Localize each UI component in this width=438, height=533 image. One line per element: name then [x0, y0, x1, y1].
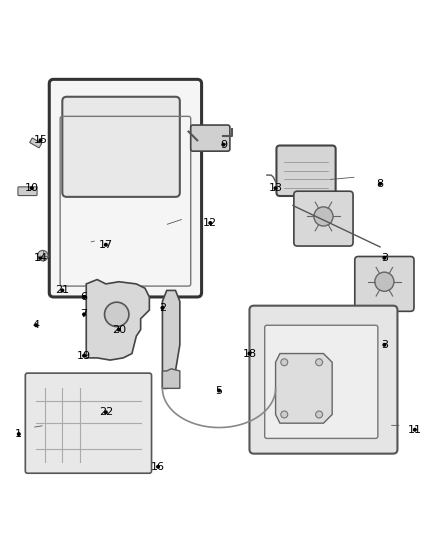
Circle shape	[83, 296, 85, 298]
Circle shape	[375, 272, 394, 292]
Circle shape	[209, 222, 212, 224]
Text: 12: 12	[203, 218, 217, 228]
Text: 3: 3	[381, 253, 388, 263]
Circle shape	[105, 302, 129, 327]
Text: 5: 5	[215, 385, 223, 395]
Text: 17: 17	[99, 240, 113, 250]
Circle shape	[413, 429, 416, 431]
Circle shape	[35, 324, 38, 327]
Polygon shape	[162, 290, 180, 389]
Circle shape	[38, 251, 48, 261]
FancyBboxPatch shape	[18, 187, 37, 196]
Text: 16: 16	[151, 462, 165, 472]
Text: 10: 10	[25, 183, 39, 193]
Circle shape	[222, 143, 225, 146]
Text: 22: 22	[99, 407, 113, 417]
Circle shape	[157, 465, 159, 468]
FancyBboxPatch shape	[294, 191, 353, 246]
Polygon shape	[276, 353, 332, 423]
Text: 8: 8	[377, 179, 384, 189]
Text: 14: 14	[33, 253, 48, 263]
Polygon shape	[162, 369, 180, 389]
FancyBboxPatch shape	[62, 97, 180, 197]
Text: 1: 1	[15, 429, 22, 439]
Text: 18: 18	[242, 349, 257, 359]
Text: 19: 19	[77, 351, 91, 361]
Text: 13: 13	[268, 183, 283, 193]
Circle shape	[383, 256, 386, 259]
Circle shape	[61, 289, 64, 292]
FancyBboxPatch shape	[25, 373, 152, 473]
FancyBboxPatch shape	[191, 125, 230, 151]
Circle shape	[274, 187, 277, 189]
Text: 9: 9	[220, 140, 227, 150]
Text: 21: 21	[55, 286, 69, 295]
Circle shape	[316, 359, 322, 366]
Circle shape	[39, 139, 42, 142]
Circle shape	[18, 433, 20, 435]
FancyBboxPatch shape	[250, 305, 397, 454]
FancyBboxPatch shape	[265, 325, 378, 439]
Text: 15: 15	[34, 135, 48, 146]
Circle shape	[117, 328, 120, 331]
Text: 11: 11	[408, 425, 422, 435]
Circle shape	[218, 389, 220, 392]
Circle shape	[248, 352, 251, 355]
Circle shape	[161, 306, 164, 309]
Circle shape	[379, 182, 381, 185]
FancyBboxPatch shape	[355, 256, 414, 311]
Circle shape	[83, 354, 85, 357]
Circle shape	[39, 256, 42, 259]
Circle shape	[281, 411, 288, 418]
Text: 20: 20	[112, 325, 126, 335]
Text: 2: 2	[159, 303, 166, 313]
Polygon shape	[86, 279, 149, 360]
FancyBboxPatch shape	[276, 146, 336, 196]
Circle shape	[83, 313, 85, 316]
Text: 4: 4	[33, 320, 40, 330]
Circle shape	[281, 359, 288, 366]
Circle shape	[105, 244, 107, 246]
FancyBboxPatch shape	[49, 79, 201, 297]
Circle shape	[383, 344, 386, 346]
Bar	[30, 138, 42, 148]
Text: 3: 3	[381, 340, 388, 350]
Text: 7: 7	[81, 309, 88, 319]
Text: 6: 6	[81, 292, 88, 302]
Circle shape	[105, 411, 107, 414]
Circle shape	[314, 207, 333, 226]
Circle shape	[316, 411, 322, 418]
Circle shape	[31, 187, 33, 189]
